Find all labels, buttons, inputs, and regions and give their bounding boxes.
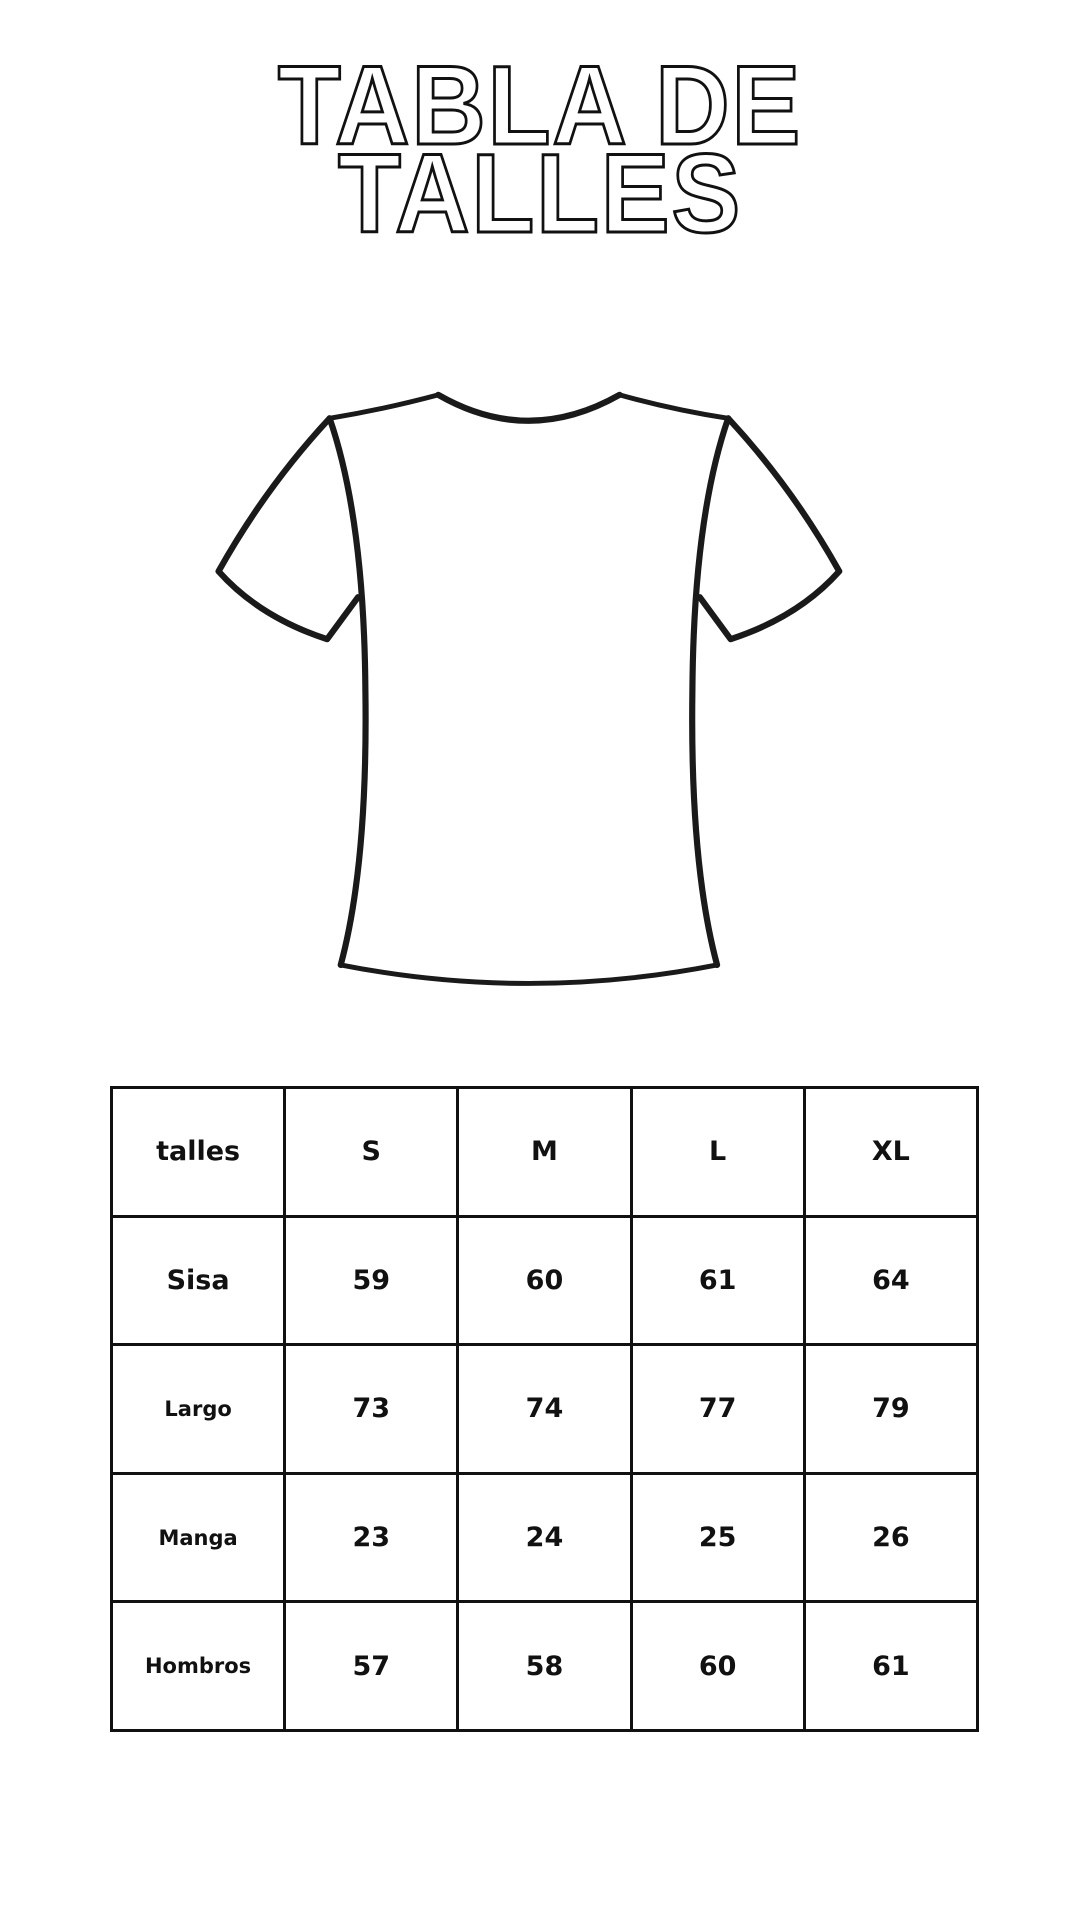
table-cell: 57 xyxy=(283,1600,460,1732)
row-label: Largo xyxy=(109,1343,287,1475)
table-cell: 79 xyxy=(802,1343,980,1475)
table-cell: 61 xyxy=(629,1214,806,1347)
row-label: Manga xyxy=(109,1471,287,1604)
table-cell: 26 xyxy=(802,1471,980,1604)
page-title: TABLA DE TALLES xyxy=(0,43,1080,256)
table-cell: 60 xyxy=(629,1600,806,1732)
table-cell: 74 xyxy=(456,1343,633,1475)
table-row: Manga 23 24 25 26 xyxy=(109,1471,980,1604)
header-cell: S xyxy=(283,1086,460,1218)
row-label: Sisa xyxy=(109,1214,287,1347)
header-cell: L xyxy=(629,1086,806,1218)
table-row: Hombros 57 58 60 61 xyxy=(109,1600,980,1732)
table-header-row: talles S M L XL xyxy=(109,1086,980,1218)
table-cell: 25 xyxy=(629,1471,806,1604)
title-line-2: TALLES xyxy=(337,131,743,256)
size-table: talles S M L XL Sisa 59 60 61 64 Largo 7… xyxy=(109,1086,980,1732)
header-cell: talles xyxy=(109,1086,287,1218)
table-row: Sisa 59 60 61 64 xyxy=(109,1214,980,1347)
table-cell: 73 xyxy=(283,1343,460,1475)
table-cell: 59 xyxy=(283,1214,460,1347)
table-row: Largo 73 74 77 79 xyxy=(109,1343,980,1475)
table-cell: 60 xyxy=(456,1214,633,1347)
table-cell: 58 xyxy=(456,1600,633,1732)
table-cell: 24 xyxy=(456,1471,633,1604)
table-cell: 23 xyxy=(283,1471,460,1604)
table-cell: 77 xyxy=(629,1343,806,1475)
title-line-1: TABLA DE xyxy=(277,43,803,168)
header-cell: XL xyxy=(802,1086,980,1218)
row-label: Hombros xyxy=(109,1600,287,1732)
header-cell: M xyxy=(456,1086,633,1218)
table-cell: 64 xyxy=(802,1214,980,1347)
table-cell: 61 xyxy=(802,1600,980,1732)
